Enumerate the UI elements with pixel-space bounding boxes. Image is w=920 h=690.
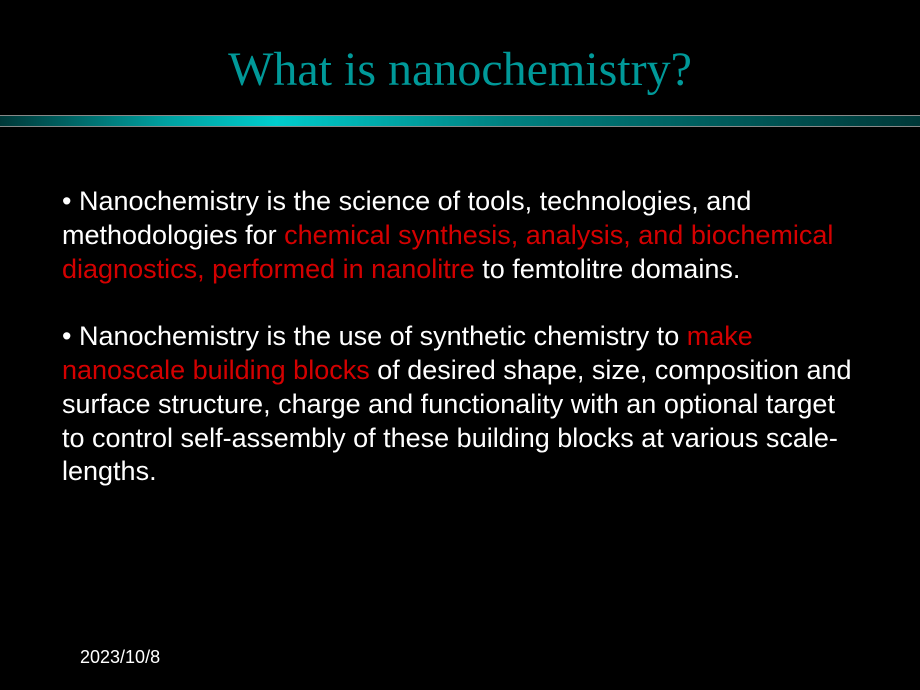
slide-title: What is nanochemistry? [0,0,920,115]
slide: What is nanochemistry? • Nanochemistry i… [0,0,920,690]
text-run: to femtolitre domains. [475,254,741,284]
divider-band [0,115,920,127]
title-divider [0,115,920,127]
text-run: Nanochemistry is the use of synthetic ch… [79,321,687,351]
bullet-glyph: • [62,321,79,351]
bullet-paragraph: • Nanochemistry is the use of synthetic … [62,320,864,489]
slide-body: • Nanochemistry is the science of tools,… [0,185,920,489]
bullet-paragraph: • Nanochemistry is the science of tools,… [62,185,864,286]
slide-date: 2023/10/8 [80,647,160,668]
bullet-glyph: • [62,186,79,216]
